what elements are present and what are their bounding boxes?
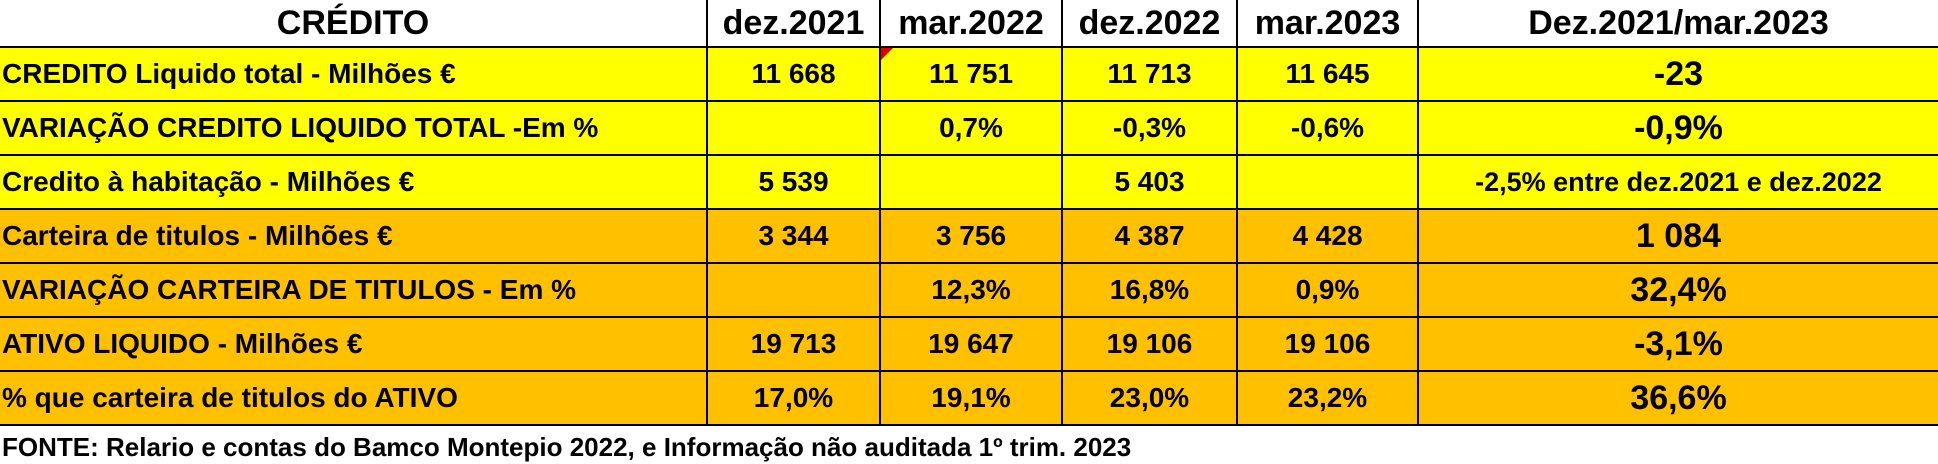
- table-cell: 23,2%: [1236, 370, 1419, 426]
- table-cell: [706, 100, 881, 156]
- header-cell: mar.2022: [879, 0, 1063, 48]
- row-label: VARIAÇÃO CARTEIRA DE TITULOS - Em %: [0, 262, 708, 318]
- table-cell: 19 713: [706, 316, 881, 372]
- table-cell: 16,8%: [1061, 262, 1238, 318]
- table-cell: -0,9%: [1417, 100, 1938, 156]
- table-cell: 11 668: [706, 46, 881, 102]
- row-label: ATIVO LIQUIDO - Milhões €: [0, 316, 708, 372]
- row-label: Carteira de titulos - Milhões €: [0, 208, 708, 264]
- table-cell: 17,0%: [706, 370, 881, 426]
- table-cell: -0,6%: [1236, 100, 1419, 156]
- table-cell: 4 387: [1061, 208, 1238, 264]
- table-cell: 11 713: [1061, 46, 1238, 102]
- row-label: % que carteira de titulos do ATIVO: [0, 370, 708, 426]
- table-cell: 5 539: [706, 154, 881, 210]
- table-cell: 0,7%: [879, 100, 1063, 156]
- table-cell: -23: [1417, 46, 1938, 102]
- header-cell: Dez.2021/mar.2023: [1417, 0, 1938, 48]
- table-row: CREDITO Liquido total - Milhões €11 668 1…: [0, 46, 1938, 102]
- table-cell: 32,4%: [1417, 262, 1938, 318]
- table-cell: 19 106: [1236, 316, 1419, 372]
- data-table: CRÉDITO dez.2021 mar.2022 dez.2022 mar.2023 D…: [0, 0, 1938, 426]
- table-row: VARIAÇÃO CREDITO LIQUIDO TOTAL -Em % 0,7%…: [0, 100, 1938, 156]
- table-row: % que carteira de titulos do ATIVO 17,0% 1…: [0, 370, 1938, 426]
- table-cell: 19 647: [879, 316, 1063, 372]
- table-cell: 11 751: [879, 46, 1063, 102]
- table-cell: [1236, 154, 1419, 210]
- table-cell: 4 428: [1236, 208, 1419, 264]
- table-row: Credito à habitação - Milhões €5 539 5 40…: [0, 154, 1938, 210]
- table-cell: 19 106: [1061, 316, 1238, 372]
- table-cell: [706, 262, 881, 318]
- row-label: Credito à habitação - Milhões €: [0, 154, 708, 210]
- table-cell: 19,1%: [879, 370, 1063, 426]
- source-note: FONTE: Relario e contas do Bamco Montepi…: [2, 432, 1132, 462]
- header-cell: dez.2021: [706, 0, 881, 48]
- comment-indicator: [882, 49, 893, 60]
- table-cell: 3 344: [706, 208, 881, 264]
- table-cell: [879, 154, 1063, 210]
- table-cell: -3,1%: [1417, 316, 1938, 372]
- table-cell: 5 403: [1061, 154, 1238, 210]
- table-row: ATIVO LIQUIDO - Milhões €19 713 19 647 19 …: [0, 316, 1938, 372]
- table-cell: 12,3%: [879, 262, 1063, 318]
- table-cell: 3 756: [879, 208, 1063, 264]
- row-label: CREDITO Liquido total - Milhões €: [0, 46, 708, 102]
- table-cell: 11 645: [1236, 46, 1419, 102]
- table-cell: 23,0%: [1061, 370, 1238, 426]
- row-label: VARIAÇÃO CREDITO LIQUIDO TOTAL -Em %: [0, 100, 708, 156]
- table-cell: -2,5% entre dez.2021 e dez.2022: [1417, 154, 1938, 210]
- table-cell: 36,6%: [1417, 370, 1938, 426]
- header-cell: mar.2023: [1236, 0, 1419, 48]
- table-row: Carteira de titulos - Milhões €3 344 3 75…: [0, 208, 1938, 264]
- header-row: CRÉDITO dez.2021 mar.2022 dez.2022 mar.2023 D…: [0, 0, 1938, 48]
- table-cell: 0,9%: [1236, 262, 1419, 318]
- table-cell: 1 084: [1417, 208, 1938, 264]
- table-row: VARIAÇÃO CARTEIRA DE TITULOS - Em % 12,3%…: [0, 262, 1938, 318]
- table-cell: -0,3%: [1061, 100, 1238, 156]
- header-cell: CRÉDITO: [0, 0, 708, 48]
- header-cell: dez.2022: [1061, 0, 1238, 48]
